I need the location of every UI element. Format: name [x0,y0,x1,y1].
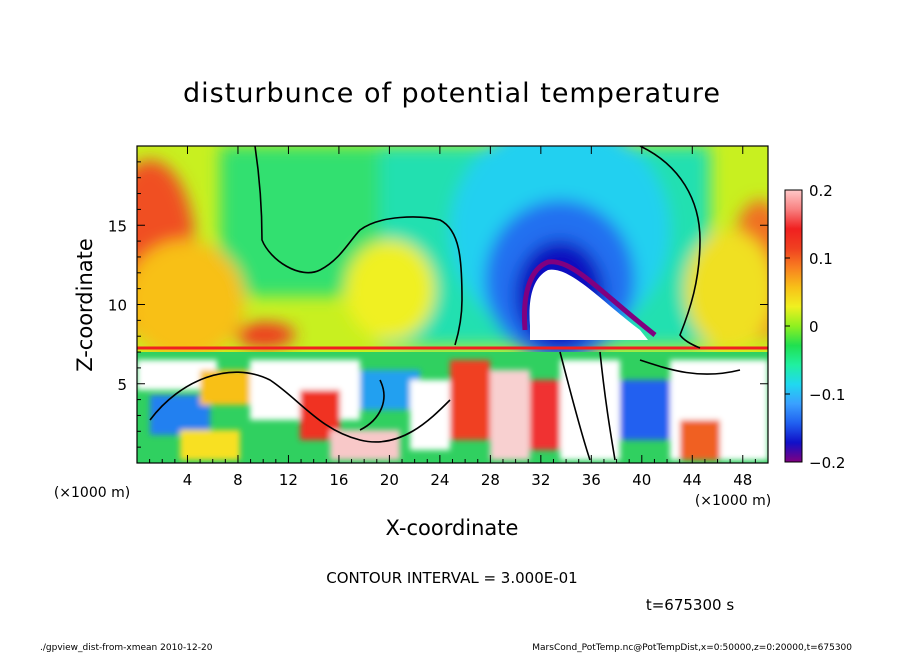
x-tick-label: 48 [733,471,752,489]
field-lower-band-15 [330,430,400,460]
x-tick-label: 28 [481,471,500,489]
contour-line-lower-2 [559,351,591,461]
y-tick-label: 5 [117,376,127,394]
heatmap-field [137,146,768,463]
field-lower-band-9 [490,370,530,460]
x-tick-label: 4 [183,471,193,489]
x-tick-label: 16 [329,471,348,489]
contour-line-right [639,146,701,349]
field-lower-band-3 [200,370,250,405]
field-yellow-mid [345,240,435,340]
field-white-plume [529,269,648,340]
field-lower-band-11 [560,360,620,460]
contour-line-lower-4 [639,359,741,375]
colorbar-ticks: 0.2 0.1 0 −0.1 −0.2 [785,182,845,472]
field-lower-band-7 [410,380,450,450]
contour-interval-text: CONTOUR INTERVAL = 3.000E-01 [326,569,577,587]
colorbar-tick-label: 0 [809,318,819,336]
footer-left: ./gpview_dist-from-xmean 2010-12-20 [40,643,213,653]
x-tick-label: 40 [632,471,651,489]
contour-lines [149,146,741,461]
contour-line-left [254,146,463,346]
colorbar-tick-label: 0.2 [809,182,833,200]
contour-line-lower-5 [359,379,385,431]
field-red-low-left [235,323,295,347]
x-tick-label: 12 [279,471,298,489]
chart-title: disturbunce of potential temperature [183,78,721,109]
y-tick-label: 15 [108,217,127,235]
colorbar-tick-label: 0.1 [809,250,833,268]
colorbar-tick-label: −0.1 [809,386,845,404]
field-yellow-right [685,230,768,350]
x-axis-ticks: 4 8 12 16 20 24 28 32 36 40 44 48 [149,146,756,489]
contour-line-lower-1 [149,371,451,443]
x-tick-label: 32 [531,471,550,489]
field-lower-band-14 [180,430,240,460]
contour-line-lower-3 [599,351,616,461]
x-tick-label: 24 [430,471,449,489]
field-lower-band-10 [530,380,560,450]
x-tick-label: 36 [582,471,601,489]
field-lower-band-12 [620,380,670,440]
field-purple-rim [521,259,657,337]
y-unit-label: (×1000 m) [54,485,130,501]
field-yellow-left [137,240,245,360]
x-tick-label: 20 [380,471,399,489]
x-tick-label: 44 [683,471,702,489]
field-lower-band-16 [680,420,720,460]
x-unit-label: (×1000 m) [695,493,771,509]
footer-right: MarsCond_PotTemp.nc@PotTempDist,x=0:5000… [532,643,852,653]
colorbar-tick-label: −0.2 [809,454,845,472]
x-tick-label: 8 [233,471,243,489]
field-lower-band-8 [450,360,490,440]
time-text: t=675300 s [646,596,734,614]
x-axis-label: X-coordinate [386,516,519,540]
y-axis-label: Z-coordinate [73,238,97,372]
y-axis-ticks: 5 10 15 [108,161,768,448]
y-tick-label: 10 [108,297,127,315]
